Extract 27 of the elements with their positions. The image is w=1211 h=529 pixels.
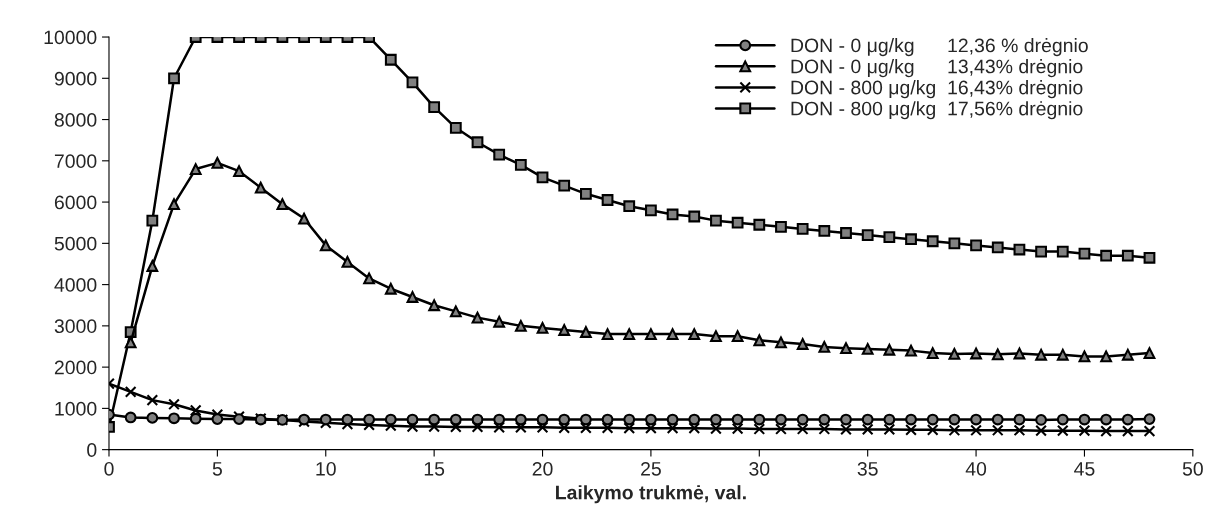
x-tick-label: 20 [532,461,553,476]
y-tick-label: 0 [87,443,97,457]
y-tick-label: 3000 [54,319,97,334]
x-tick-label: 15 [424,462,445,476]
y-tick-label: 9000 [54,71,97,86]
x-tick-label: 40 [965,461,987,476]
x-tick-label: 0 [104,461,114,476]
x-tick-label: 50 [1182,461,1203,476]
legend-label: DON - 800 μg/kg 16,43% drėgnio [791,80,1083,99]
x-tick-label: 30 [749,461,770,476]
y-tick-label: 5000 [54,236,97,251]
x-tick-label: 5 [212,462,222,476]
legend-label: DON - 800 μg/kg 17,56% drėgnio [791,101,1083,120]
x-tick-label: 10 [316,461,336,476]
y-tick-label: 1000 [55,401,97,416]
y-tick-label: 7000 [54,154,97,169]
y-tick-label: 4000 [54,278,97,292]
legend-label: DON - 0 μg/kg 13,43% drėgnio [791,59,1083,78]
x-tick-label: 45 [1074,462,1095,476]
y-tick-label: 6000 [54,195,97,210]
y-tick-label: 10000 [44,30,97,45]
y-tick-label: 2000 [54,360,97,375]
x-tick-label: 25 [641,461,661,476]
y-tick-label: 8000 [54,113,97,127]
x-tick-label: 35 [857,461,878,476]
x-axis-title: Laikymo trukmė, val. [556,485,746,504]
legend-label: DON - 0 μg/kg 12,36 % drėgnio [791,38,1088,57]
